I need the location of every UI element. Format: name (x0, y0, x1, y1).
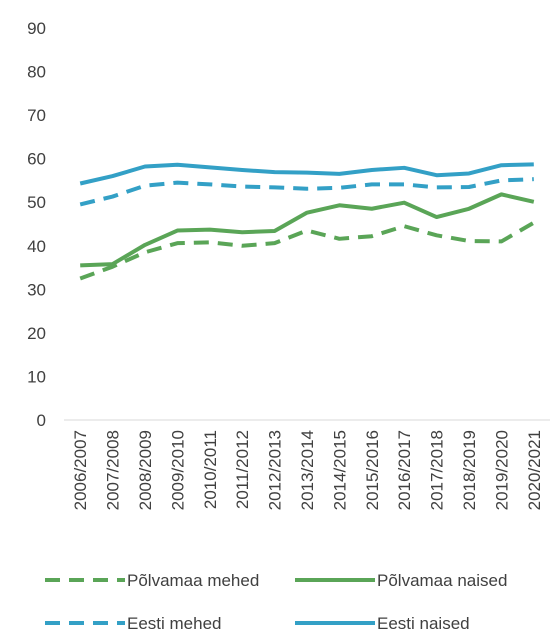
x-tick-label: 2009/2010 (168, 430, 187, 510)
line-series (79, 177, 534, 207)
x-tick-label: 2007/2008 (104, 430, 123, 510)
x-tick-label: 2010/2011 (201, 430, 220, 509)
y-tick-label: 20 (27, 324, 46, 343)
x-tick-label: 2015/2016 (363, 430, 382, 510)
legend-label: Eesti mehed (127, 614, 222, 633)
legend-label: Põlvamaa naised (377, 571, 507, 590)
x-tick-label: 2014/2015 (330, 430, 349, 510)
y-tick-label: 70 (27, 106, 46, 125)
y-tick-label: 90 (27, 19, 46, 38)
x-tick-label: 2017/2018 (428, 430, 447, 510)
x-tick-label: 2008/2009 (136, 430, 155, 510)
x-tick-label: 2018/2019 (460, 430, 479, 510)
x-tick-label: 2019/2020 (492, 430, 511, 510)
x-tick-label: 2011/2012 (233, 430, 252, 509)
y-tick-label: 80 (27, 63, 46, 82)
legend-label: Põlvamaa mehed (127, 571, 259, 590)
line-series (79, 162, 534, 186)
x-tick-label: 2013/2014 (298, 430, 317, 510)
y-tick-label: 40 (27, 237, 46, 256)
legend-label: Eesti naised (377, 614, 470, 633)
y-tick-label: 30 (27, 280, 46, 299)
y-tick-label: 60 (27, 150, 46, 169)
y-tick-label: 50 (27, 193, 46, 212)
x-tick-label: 2016/2017 (395, 430, 414, 510)
x-tick-label: 2012/2013 (266, 430, 285, 510)
line-series (79, 220, 535, 281)
x-tick-label: 2006/2007 (71, 430, 90, 510)
x-tick-label: 2020/2021 (525, 430, 544, 510)
y-tick-label: 10 (27, 367, 46, 386)
y-tick-label: 0 (37, 411, 46, 430)
line-series (80, 192, 535, 268)
